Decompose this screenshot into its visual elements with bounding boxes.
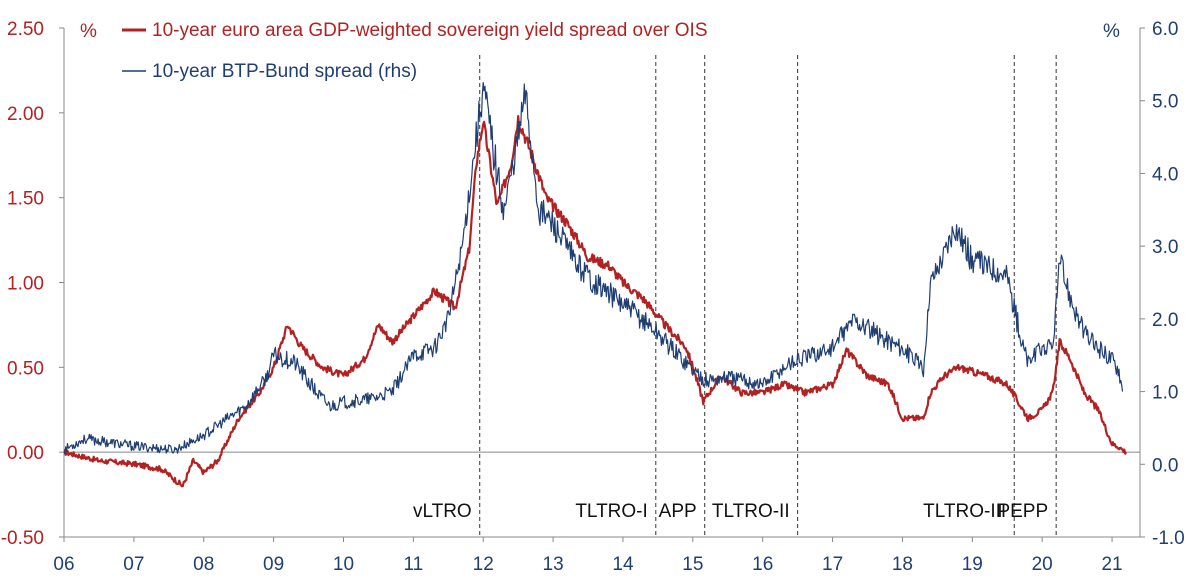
y-right-tick-label: 1.0 xyxy=(1152,383,1178,404)
event-label: TLTRO-I xyxy=(575,501,647,522)
x-tick-label: 10 xyxy=(333,554,354,575)
event-label: PEPP xyxy=(997,501,1048,522)
x-tick-label: 11 xyxy=(403,554,423,575)
event-label: vLTRO xyxy=(413,501,472,522)
y-right-tick-label: 3.0 xyxy=(1152,237,1178,258)
x-tick-label: 08 xyxy=(193,554,214,575)
x-tick-label: 14 xyxy=(612,554,634,575)
series-line-ois-spread xyxy=(63,115,1127,488)
y-left-tick-label: 2.50 xyxy=(7,19,44,40)
event-label: TLTRO-III xyxy=(923,501,1006,522)
y-right-tick-label: 6.0 xyxy=(1152,19,1178,40)
x-tick-label: 21 xyxy=(1101,554,1122,575)
y-left-unit: % xyxy=(80,21,97,42)
x-tick-label: 12 xyxy=(473,554,494,575)
x-tick-label: 07 xyxy=(123,554,144,575)
y-left-tick-label: 0.00 xyxy=(7,443,44,464)
x-tick-label: 17 xyxy=(822,554,843,575)
y-right-unit: % xyxy=(1103,21,1120,42)
legend-label: 10-year euro area GDP-weighted sovereign… xyxy=(152,20,708,41)
x-tick-label: 09 xyxy=(263,554,284,575)
series-line-btp-bund xyxy=(63,82,1124,455)
y-left-tick-label: 0.50 xyxy=(7,358,44,379)
y-left-tick-label: 1.00 xyxy=(7,274,44,295)
y-right-tick-label: 0.0 xyxy=(1152,455,1178,476)
y-right-tick-label: 5.0 xyxy=(1152,92,1178,113)
y-right-tick-label: -1.0 xyxy=(1152,528,1185,549)
x-tick-label: 15 xyxy=(682,554,703,575)
y-left-tick-label: 2.00 xyxy=(7,104,44,125)
y-left-tick-label: -0.50 xyxy=(1,528,44,549)
x-tick-label: 06 xyxy=(53,554,74,575)
event-label: APP xyxy=(659,501,697,522)
x-tick-label: 13 xyxy=(543,554,564,575)
x-tick-label: 20 xyxy=(1032,554,1053,575)
x-tick-label: 18 xyxy=(892,554,913,575)
y-right-tick-label: 2.0 xyxy=(1152,310,1178,331)
x-tick-label: 19 xyxy=(962,554,983,575)
event-label: TLTRO-II xyxy=(712,501,790,522)
y-right-tick-label: 4.0 xyxy=(1152,164,1178,185)
legend-label: 10-year BTP-Bund spread (rhs) xyxy=(152,61,417,82)
y-left-tick-label: 1.50 xyxy=(7,189,44,210)
x-tick-label: 16 xyxy=(752,554,773,575)
